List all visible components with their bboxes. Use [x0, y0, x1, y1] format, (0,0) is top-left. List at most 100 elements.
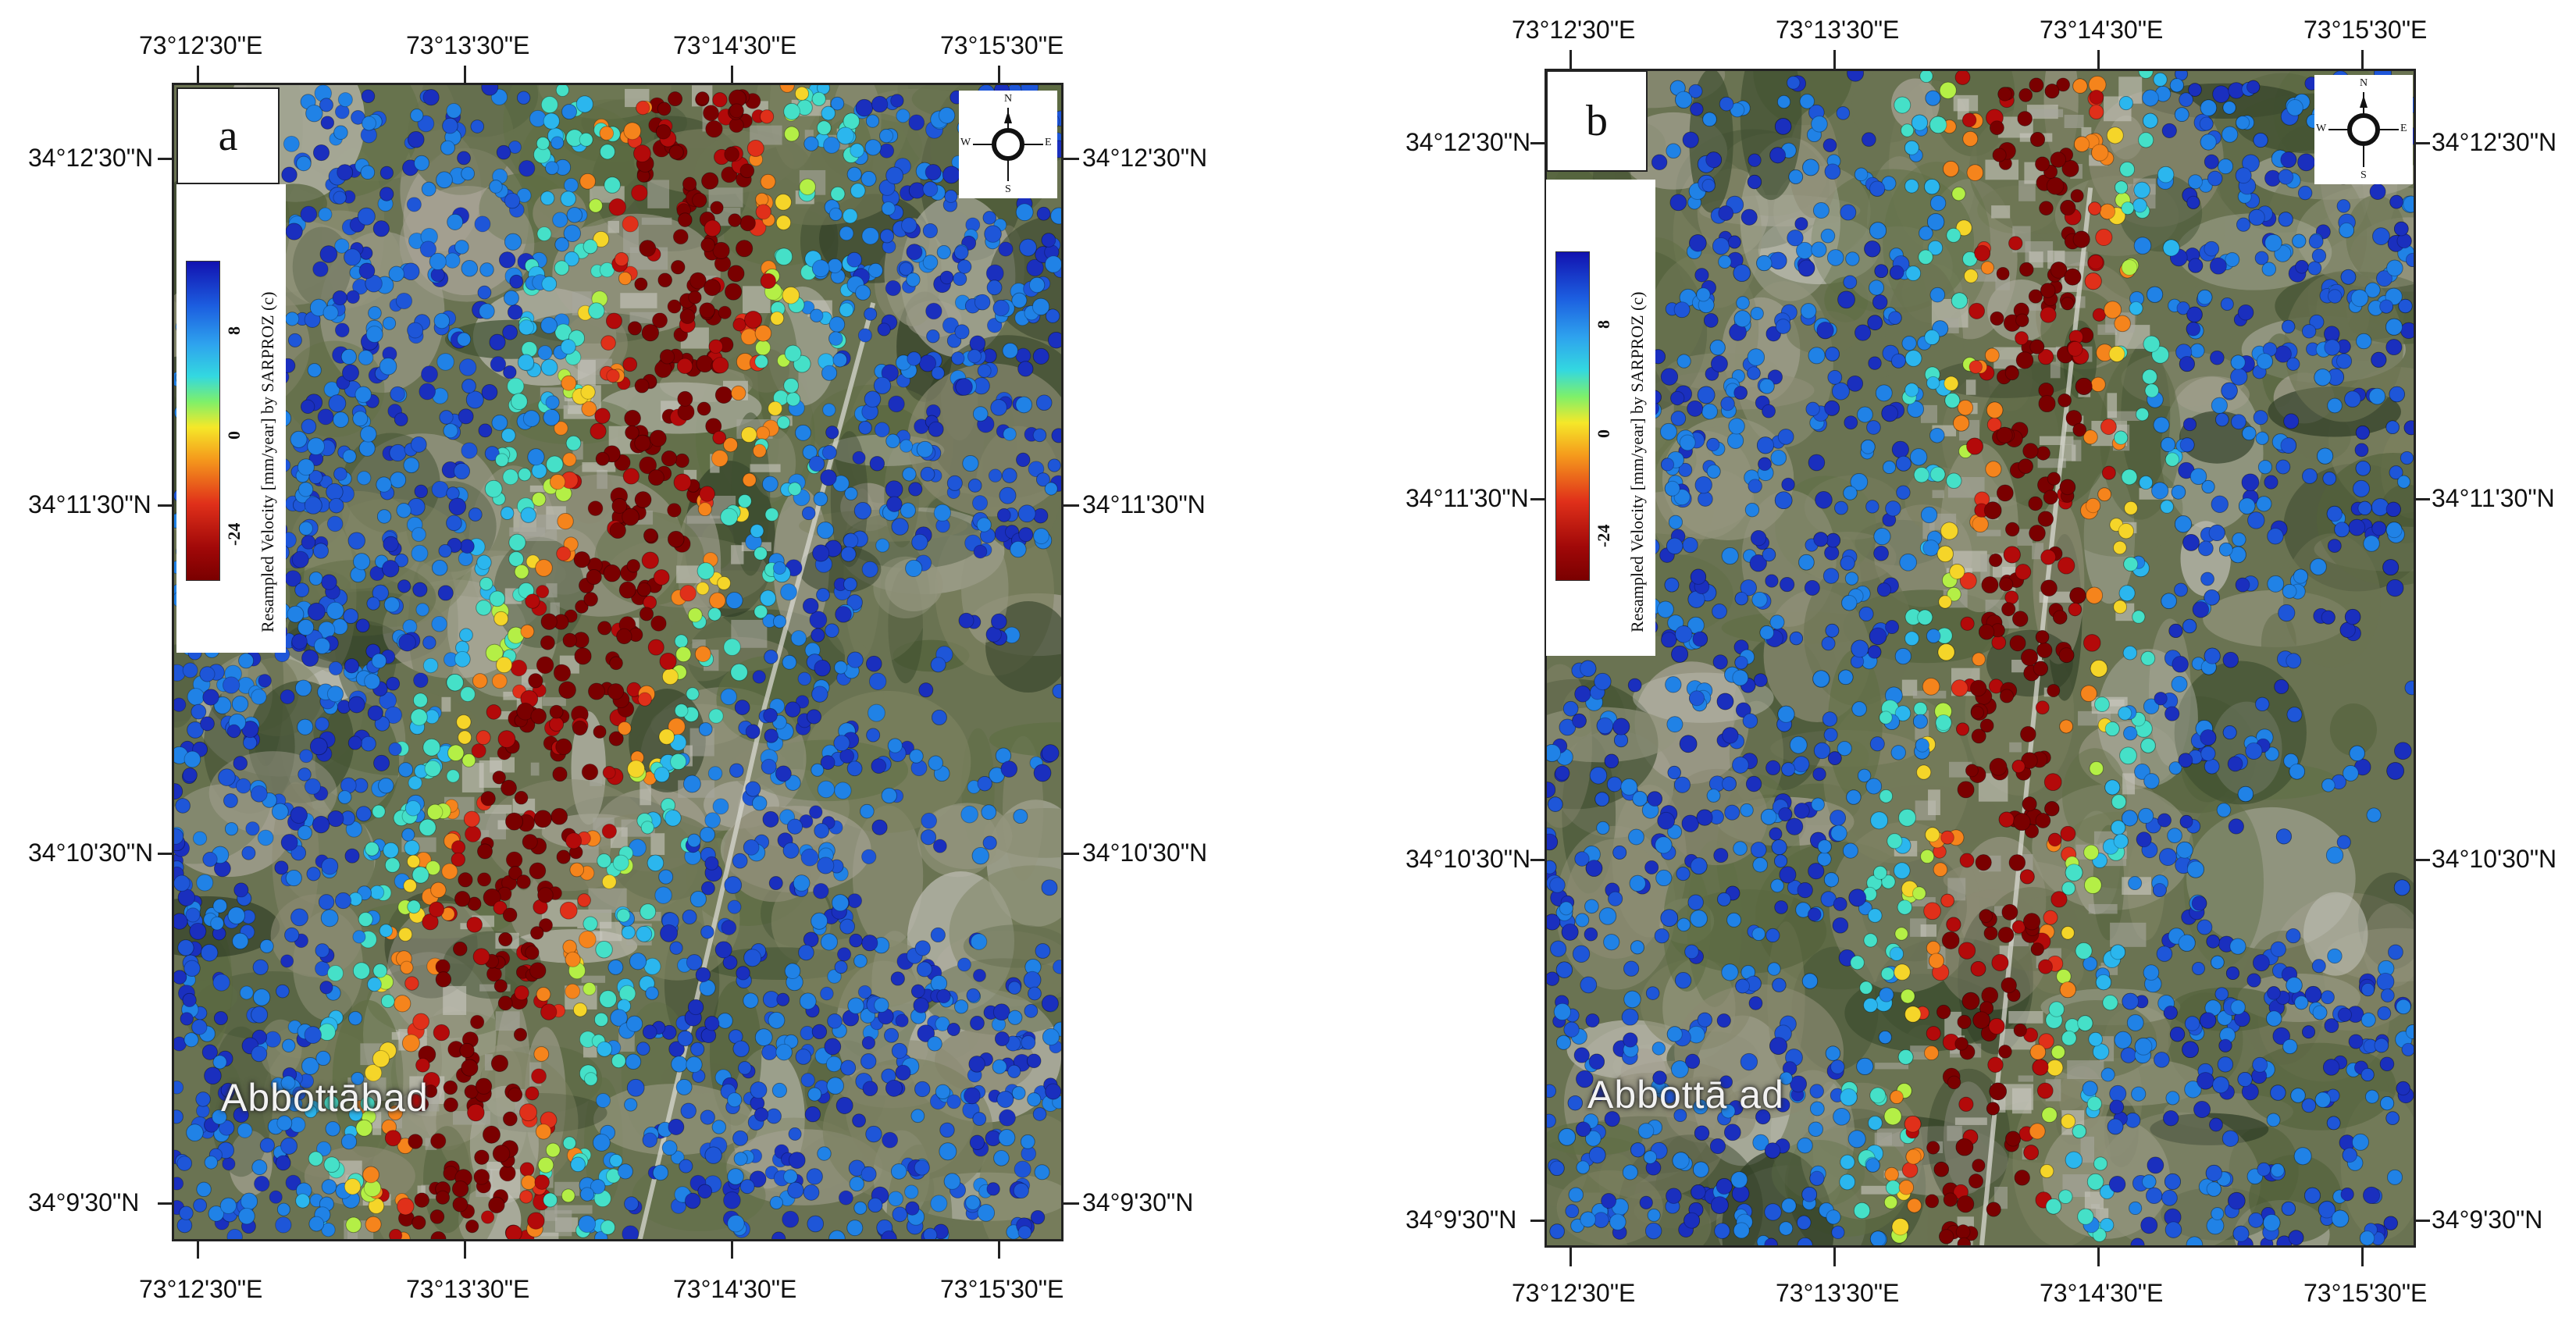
velocity-point — [509, 274, 524, 289]
velocity-point — [520, 507, 536, 523]
velocity-point — [550, 807, 568, 825]
velocity-point — [1030, 1209, 1046, 1225]
velocity-point — [868, 703, 885, 722]
velocity-point — [764, 650, 779, 664]
velocity-point — [458, 872, 473, 888]
velocity-point — [700, 925, 714, 939]
urban-block — [2088, 903, 2118, 914]
velocity-point — [376, 509, 392, 524]
velocity-point — [816, 120, 832, 136]
velocity-point — [857, 985, 872, 999]
velocity-point — [435, 971, 452, 988]
velocity-point — [942, 317, 959, 334]
velocity-point — [508, 141, 522, 154]
velocity-point — [443, 423, 458, 439]
velocity-point — [525, 1086, 540, 1101]
velocity-point — [334, 238, 350, 254]
velocity-point — [939, 270, 954, 285]
velocity-point — [998, 241, 1014, 257]
velocity-point — [337, 92, 353, 108]
velocity-point — [622, 468, 640, 485]
velocity-point — [333, 467, 347, 481]
velocity-point — [785, 775, 801, 791]
urban-block — [1991, 205, 2011, 219]
velocity-point — [344, 848, 360, 864]
bottom-lon-label: 73°14'30"E — [2040, 1279, 2164, 1307]
velocity-point — [408, 1134, 423, 1149]
velocity-point — [201, 944, 219, 962]
velocity-point — [843, 532, 859, 549]
velocity-point — [583, 1072, 598, 1086]
velocity-point — [202, 852, 218, 867]
velocity-point — [622, 507, 640, 526]
urban-block — [503, 691, 519, 700]
urban-block — [1874, 1132, 1892, 1146]
velocity-point — [422, 738, 441, 757]
velocity-point — [910, 984, 925, 999]
velocity-point — [316, 1141, 332, 1157]
velocity-point — [849, 933, 863, 948]
velocity-point — [708, 708, 724, 724]
velocity-point — [890, 1163, 907, 1180]
velocity-point — [623, 122, 642, 141]
velocity-point — [569, 862, 585, 878]
velocity-point — [749, 1170, 767, 1188]
velocity-point — [839, 302, 854, 318]
velocity-point — [312, 815, 330, 834]
velocity-point — [964, 1087, 981, 1105]
velocity-point — [307, 437, 325, 455]
velocity-point — [752, 443, 767, 458]
velocity-point — [176, 1156, 192, 1171]
velocity-point — [411, 527, 426, 543]
velocity-point — [860, 171, 877, 187]
velocity-point — [838, 1190, 853, 1205]
velocity-point — [864, 390, 882, 408]
velocity-point — [609, 656, 623, 671]
velocity-point — [1044, 482, 1058, 496]
velocity-point — [537, 887, 554, 903]
velocity-point — [593, 725, 607, 739]
velocity-point — [689, 891, 707, 908]
velocity-point — [318, 207, 333, 222]
urban-block — [2061, 444, 2076, 461]
velocity-point — [174, 970, 187, 985]
velocity-point — [733, 1152, 748, 1166]
velocity-point — [355, 386, 372, 404]
velocity-point — [611, 1053, 626, 1069]
velocity-point — [326, 483, 344, 501]
velocity-point — [992, 299, 1010, 317]
velocity-point — [727, 899, 742, 914]
velocity-point — [1034, 1164, 1050, 1181]
velocity-point — [695, 91, 710, 105]
velocity-point — [554, 260, 570, 276]
velocity-point — [686, 954, 703, 970]
velocity-point — [714, 941, 732, 959]
velocity-point — [451, 852, 465, 867]
color-ramp — [186, 261, 220, 581]
velocity-point — [711, 450, 729, 468]
velocity-point — [287, 605, 305, 623]
velocity-point — [530, 926, 544, 940]
map-b-canvas — [1547, 71, 2414, 1245]
velocity-point — [771, 1231, 786, 1239]
velocity-point — [634, 378, 650, 394]
velocity-point — [308, 1216, 325, 1232]
velocity-point — [355, 618, 370, 633]
velocity-point — [410, 436, 427, 453]
velocity-point — [976, 517, 992, 532]
velocity-point — [201, 1044, 218, 1060]
velocity-point — [536, 226, 552, 241]
velocity-point — [252, 988, 271, 1006]
velocity-point — [699, 979, 716, 996]
terrain-patch — [2283, 533, 2381, 668]
velocity-point — [210, 916, 224, 931]
velocity-point — [304, 496, 322, 515]
velocity-point — [1027, 1092, 1042, 1107]
velocity-point — [932, 839, 947, 853]
velocity-point — [803, 1184, 820, 1201]
velocity-point — [782, 287, 800, 304]
velocity-point — [334, 104, 350, 119]
velocity-point — [271, 803, 289, 821]
velocity-point — [472, 673, 488, 689]
left-lat-label: 34°10'30"N — [1406, 845, 1531, 873]
